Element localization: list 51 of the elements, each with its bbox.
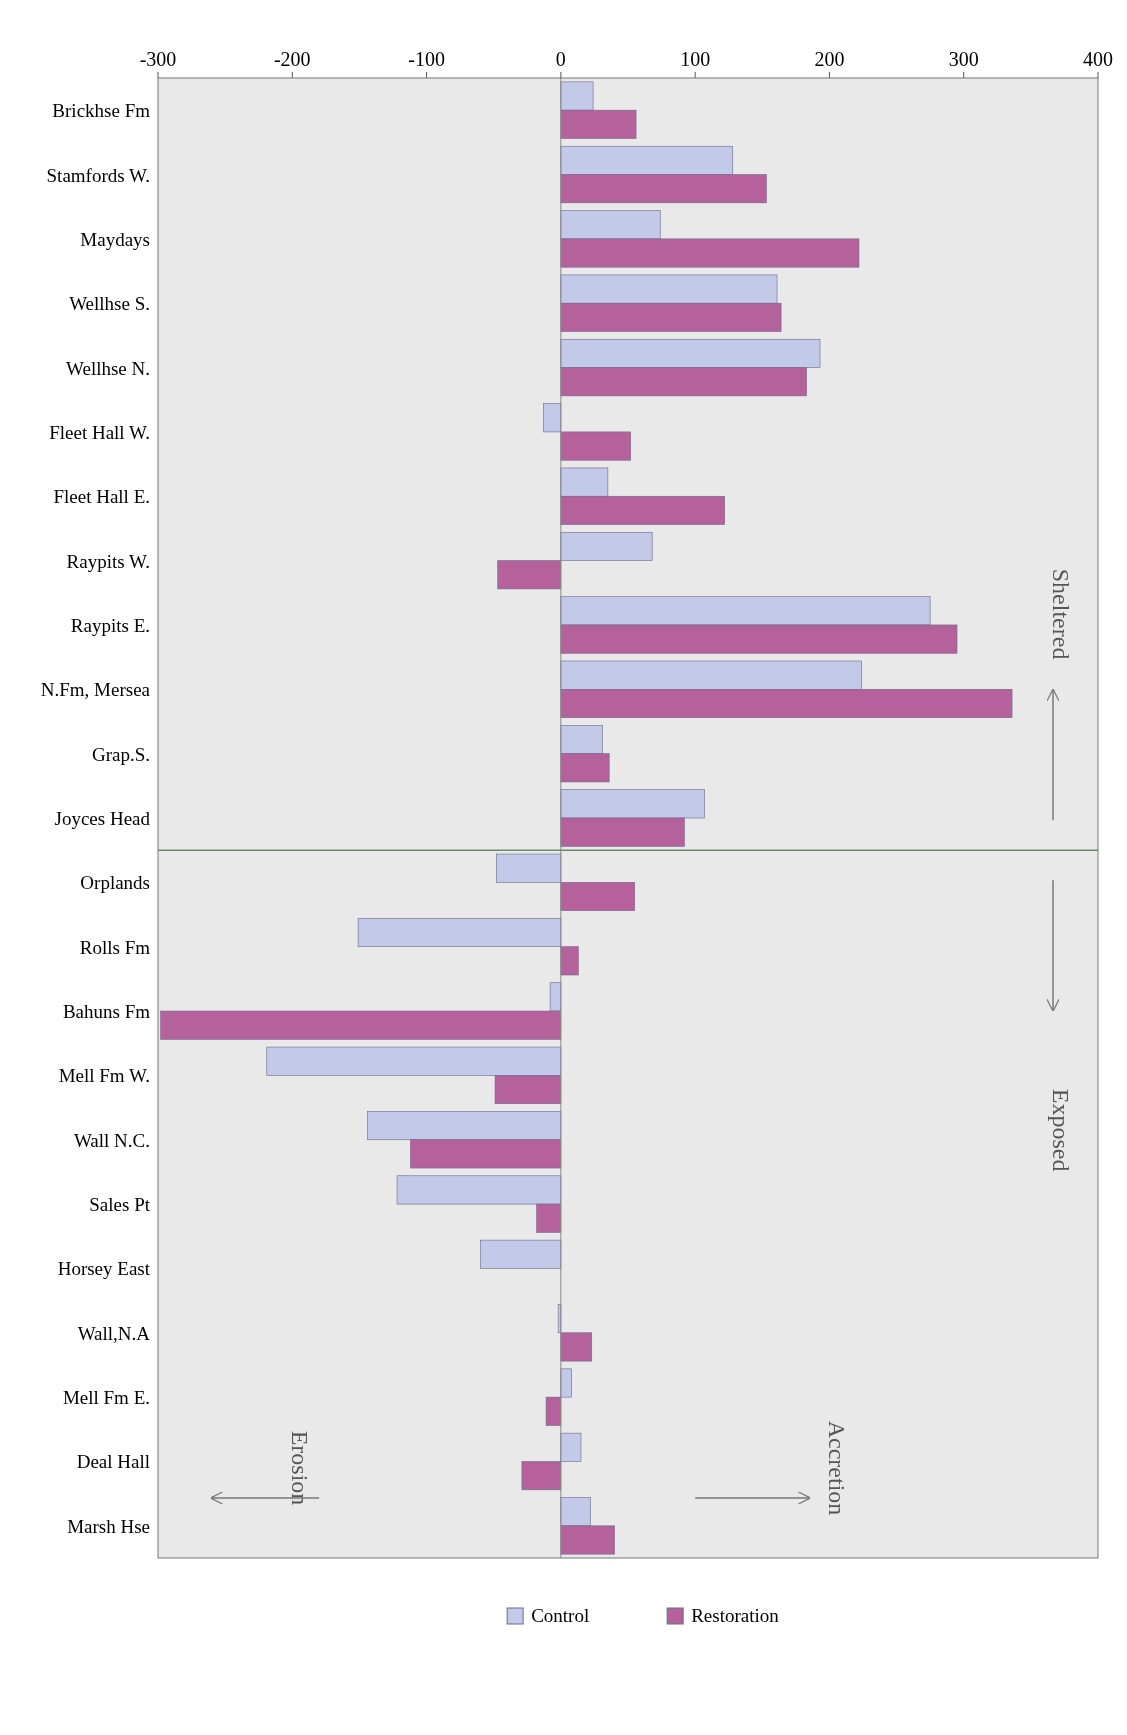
annotation: Erosion xyxy=(287,1430,314,1506)
x-tick-label: -300 xyxy=(139,48,177,70)
bar xyxy=(560,882,636,911)
y-tick-label: Fleet Hall W. xyxy=(49,421,150,443)
bar xyxy=(560,1432,582,1462)
y-tick-label: Mell Fm W. xyxy=(58,1065,150,1087)
bar xyxy=(497,560,562,590)
bar xyxy=(479,1239,562,1269)
bar xyxy=(543,403,562,433)
y-tick-label: Rolls Fm xyxy=(79,936,151,958)
y-tick-label: Wellhse S. xyxy=(69,293,150,315)
y-tick-label: Wall N.C. xyxy=(73,1129,150,1151)
y-tick-label: Deal Hall xyxy=(76,1451,150,1473)
y-tick-label: Horsey East xyxy=(57,1258,151,1280)
y-tick-label: Grap.S. xyxy=(91,743,150,765)
x-tick-label: -200 xyxy=(273,48,311,70)
y-tick-label: Maydays xyxy=(80,228,150,250)
x-tick-label: 0 xyxy=(555,48,566,70)
annotation: Sheltered xyxy=(1048,568,1074,660)
y-tick-label: Raypits W. xyxy=(66,550,150,572)
y-tick-label: Mell Fm E. xyxy=(62,1387,150,1409)
bar xyxy=(545,1396,562,1426)
bar xyxy=(560,532,653,561)
y-tick-label: N.Fm, Mersea xyxy=(40,679,151,701)
annotation: Accretion xyxy=(824,1420,851,1516)
y-tick-label: Bahuns Fm xyxy=(62,1001,151,1023)
x-tick-label: -100 xyxy=(408,48,445,70)
legend-label: Restoration xyxy=(691,1605,780,1626)
bar xyxy=(560,1368,572,1398)
bar xyxy=(560,1332,593,1362)
y-tick-label: Marsh Hse xyxy=(67,1515,150,1537)
x-tick-label: 400 xyxy=(1083,48,1113,70)
x-tick-label: 200 xyxy=(814,48,845,70)
legend-label: Control xyxy=(531,1605,590,1626)
bar xyxy=(357,918,562,947)
y-tick-label: Orplands xyxy=(80,872,150,894)
bar xyxy=(521,1461,562,1491)
y-tick-label: Wall,N.A xyxy=(77,1322,151,1344)
y-tick-label: Joyces Head xyxy=(54,808,151,829)
annotation: Exposed xyxy=(1048,1088,1074,1172)
bar xyxy=(560,946,579,976)
y-tick-label: Brickhse Fm xyxy=(52,100,151,122)
bar xyxy=(560,431,631,461)
x-tick-label: 300 xyxy=(948,48,979,70)
y-tick-label: Sales Pt xyxy=(89,1194,151,1216)
y-tick-label: Fleet Hall E. xyxy=(53,486,150,508)
y-tick-label: Wellhse N. xyxy=(66,357,150,379)
y-tick-label: Stamfords W. xyxy=(46,164,150,186)
y-tick-label: Raypits E. xyxy=(70,614,150,636)
bar xyxy=(496,853,562,883)
x-tick-label: 100 xyxy=(680,48,711,70)
